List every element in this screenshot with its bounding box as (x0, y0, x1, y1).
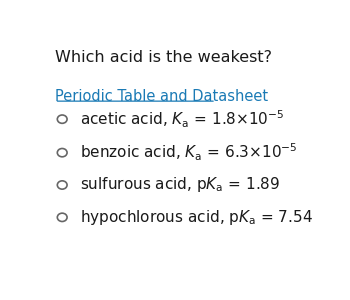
Text: acetic acid, $K_{\mathrm{a}}$ = 1.8×10$^{-5}$: acetic acid, $K_{\mathrm{a}}$ = 1.8×10$^… (80, 109, 285, 130)
Text: sulfurous acid, p$K_{\mathrm{a}}$ = 1.89: sulfurous acid, p$K_{\mathrm{a}}$ = 1.89 (80, 176, 280, 194)
Text: Periodic Table and Datasheet: Periodic Table and Datasheet (55, 89, 268, 104)
Text: benzoic acid, $K_{\mathrm{a}}$ = 6.3×10$^{-5}$: benzoic acid, $K_{\mathrm{a}}$ = 6.3×10$… (80, 142, 298, 164)
Text: Which acid is the weakest?: Which acid is the weakest? (55, 50, 272, 65)
Text: hypochlorous acid, p$K_{\mathrm{a}}$ = 7.54: hypochlorous acid, p$K_{\mathrm{a}}$ = 7… (80, 208, 313, 227)
